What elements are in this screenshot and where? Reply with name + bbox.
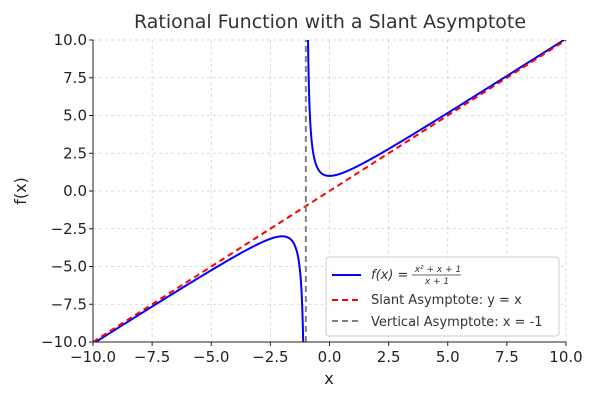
- legend-item-slant: Slant Asymptote: y = x: [332, 293, 522, 308]
- x-axis-label: x: [324, 369, 333, 388]
- legend-item-vertical: Vertical Asymptote: x = -1: [332, 315, 543, 330]
- x-tick-label: 2.5: [377, 348, 401, 366]
- y-tick-label: 2.5: [63, 144, 87, 162]
- legend-label-function: f(x) =: [371, 268, 408, 283]
- legend-label-slant: Slant Asymptote: y = x: [371, 293, 522, 308]
- legend-fraction-denominator: x + 1: [424, 277, 449, 287]
- legend-label-vertical: Vertical Asymptote: x = -1: [371, 315, 543, 330]
- y-tick-label: 10.0: [54, 31, 87, 49]
- y-tick-label: −2.5: [51, 220, 87, 238]
- y-tick-label: −5.0: [51, 258, 87, 276]
- x-tick-label: −2.5: [252, 348, 288, 366]
- legend-frame: [325, 256, 560, 337]
- chart-title: Rational Function with a Slant Asymptote: [133, 11, 527, 33]
- x-tick-label: 10.0: [549, 348, 582, 366]
- function-curve: [93, 235, 305, 342]
- x-tick-label: −10.0: [70, 348, 116, 366]
- x-tick-label: −5.0: [193, 348, 229, 366]
- x-tick-label: 7.5: [495, 348, 519, 366]
- function-curve: [307, 40, 566, 177]
- legend-item-function: f(x) = x² + x + 1 x + 1: [332, 265, 461, 287]
- y-tick-label: 0.0: [63, 182, 87, 200]
- x-tick-label: 0.0: [318, 348, 342, 366]
- legend-fraction-numerator: x² + x + 1: [414, 265, 462, 275]
- y-tick-label: 5.0: [63, 107, 87, 125]
- x-axis-ticks: −10.0 −7.5 −5.0 −2.5 0.0 2.5 5.0 7.5 10.0: [70, 342, 583, 366]
- legend: f(x) = x² + x + 1 x + 1 Slant Asymptote:…: [325, 256, 560, 337]
- y-axis-label: f(x): [11, 177, 30, 205]
- plot-series: [93, 40, 566, 342]
- slant-asymptote-line: [93, 40, 566, 342]
- y-axis-ticks: 10.0 7.5 5.0 2.5 0.0 −2.5 −5.0 −7.5 −10.0: [41, 31, 93, 351]
- x-tick-label: 5.0: [436, 348, 460, 366]
- y-tick-label: −7.5: [51, 295, 87, 313]
- y-tick-label: 7.5: [63, 69, 87, 87]
- y-tick-label: −10.0: [41, 333, 87, 351]
- x-tick-label: −7.5: [134, 348, 170, 366]
